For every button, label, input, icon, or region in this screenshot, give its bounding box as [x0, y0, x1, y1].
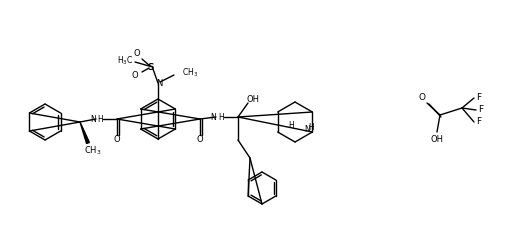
- Text: OH: OH: [430, 135, 444, 144]
- Text: F: F: [477, 118, 482, 126]
- Text: F: F: [477, 93, 482, 102]
- Text: H: H: [308, 122, 314, 131]
- Text: H: H: [288, 122, 294, 131]
- Text: OH: OH: [246, 96, 260, 105]
- Text: O: O: [197, 135, 203, 144]
- Text: N: N: [156, 80, 162, 88]
- Text: O: O: [132, 72, 138, 80]
- Text: O: O: [114, 135, 120, 144]
- Text: S: S: [148, 63, 154, 72]
- Text: H$_3$C: H$_3$C: [117, 55, 133, 67]
- Text: F: F: [479, 105, 484, 114]
- Text: N: N: [90, 114, 96, 123]
- Text: H: H: [218, 113, 224, 122]
- Text: CH$_3$: CH$_3$: [182, 67, 198, 79]
- Text: N: N: [210, 113, 216, 122]
- Text: O: O: [134, 49, 140, 58]
- Polygon shape: [80, 122, 89, 143]
- Text: H: H: [97, 114, 103, 123]
- Text: N: N: [304, 125, 310, 134]
- Text: CH$_3$: CH$_3$: [84, 145, 102, 157]
- Text: O: O: [418, 93, 425, 102]
